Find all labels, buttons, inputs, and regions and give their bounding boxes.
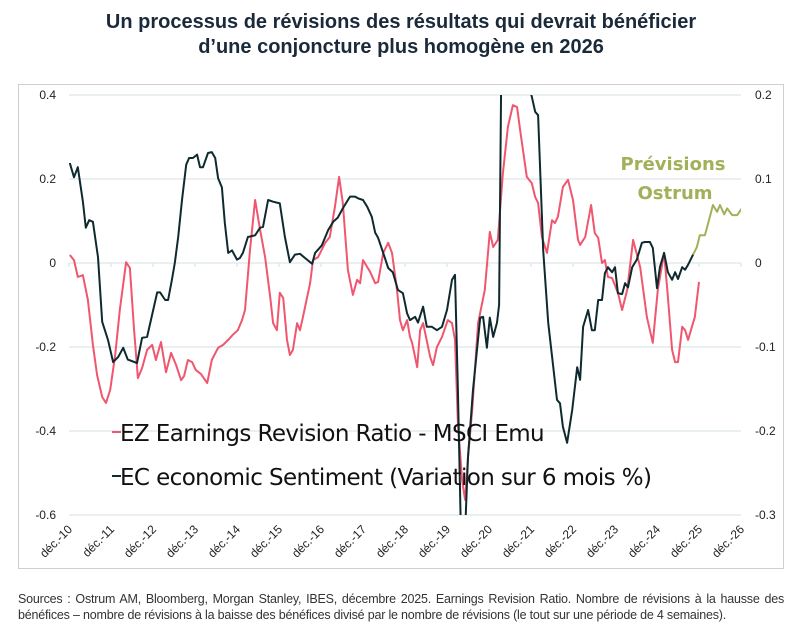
left-axis-tick-label: 0 — [49, 256, 56, 270]
forecast-annotation-line-1: Prévisions — [621, 154, 726, 175]
x-axis-tick-label: déc.-26 — [709, 522, 747, 560]
x-axis-tick-label: déc.-22 — [541, 522, 579, 560]
legend-label-ec: EC economic Sentiment (Variation sur 6 m… — [120, 465, 651, 491]
x-axis-tick-label: déc.-14 — [205, 522, 243, 560]
left-axis-tick-label: -0.4 — [35, 424, 56, 438]
right-axis-tick-label: -0.3 — [755, 508, 776, 522]
right-axis-tick-label: 0 — [755, 256, 762, 270]
right-axis-tick-label: 0.1 — [755, 172, 772, 186]
x-axis-tick-label: déc.-10 — [37, 522, 75, 560]
left-axis-tick-label: -0.2 — [35, 340, 56, 354]
x-axis-tick-label: déc.-16 — [289, 522, 327, 560]
chart-frame — [18, 84, 784, 569]
right-axis-tick-label: -0.1 — [755, 340, 776, 354]
series-lines — [69, 95, 741, 515]
x-axis-tick-label: déc.-19 — [415, 522, 453, 560]
x-axis-tick-label: déc.-13 — [163, 522, 201, 560]
legend: EZ Earnings Revision Ratio - MSCI Emu EC… — [112, 421, 652, 491]
x-axis-tick-label: déc.-21 — [499, 522, 537, 560]
chart-title-line-2: d’une conjoncture plus homogène en 2026 — [198, 36, 604, 58]
x-axis-tick-label: déc.-18 — [373, 522, 411, 560]
legend-label-err: EZ Earnings Revision Ratio - MSCI Emu — [120, 421, 544, 447]
left-axis-tick-label: 0.4 — [39, 88, 56, 102]
sources-footnote: Sources : Ostrum AM, Bloomberg, Morgan S… — [18, 592, 784, 622]
x-axis-tick-label: déc.-15 — [247, 522, 285, 560]
chart-title-line-1: Un processus de révisions des résultats … — [105, 11, 697, 33]
forecast-annotation-line-2: Ostrum — [637, 183, 712, 204]
x-axis-labels: déc.-10 déc.-11 déc.-12 déc.-13 déc.-14 déc.-… — [37, 522, 747, 560]
left-axis-tick-label: 0.2 — [39, 172, 56, 186]
right-axis-tick-label: -0.2 — [755, 424, 776, 438]
right-axis-tick-label: 0.2 — [755, 88, 772, 102]
gridlines — [68, 94, 742, 516]
left-axis-tick-label: -0.6 — [35, 508, 56, 522]
x-axis-tick-label: déc.-20 — [457, 522, 495, 560]
right-axis-labels: 0.2 0.1 0 -0.1 -0.2 -0.3 — [755, 88, 776, 522]
series-line-ec — [69, 95, 694, 515]
x-axis-tick-label: déc.-25 — [667, 522, 705, 560]
chart-title: Un processus de révisions des résultats … — [0, 10, 802, 60]
x-axis-tick-label: déc.-24 — [625, 522, 663, 560]
left-axis-labels: 0.4 0.2 0 -0.2 -0.4 -0.6 — [35, 88, 56, 522]
series-line-forecast — [692, 204, 741, 256]
x-axis-tick-label: déc.-23 — [583, 522, 621, 560]
x-axis-tick-label: déc.-12 — [121, 522, 159, 560]
series-line-err — [69, 104, 700, 501]
x-axis-tick-label: déc.-17 — [331, 522, 369, 560]
x-axis-tick-label: déc.-11 — [80, 522, 118, 560]
